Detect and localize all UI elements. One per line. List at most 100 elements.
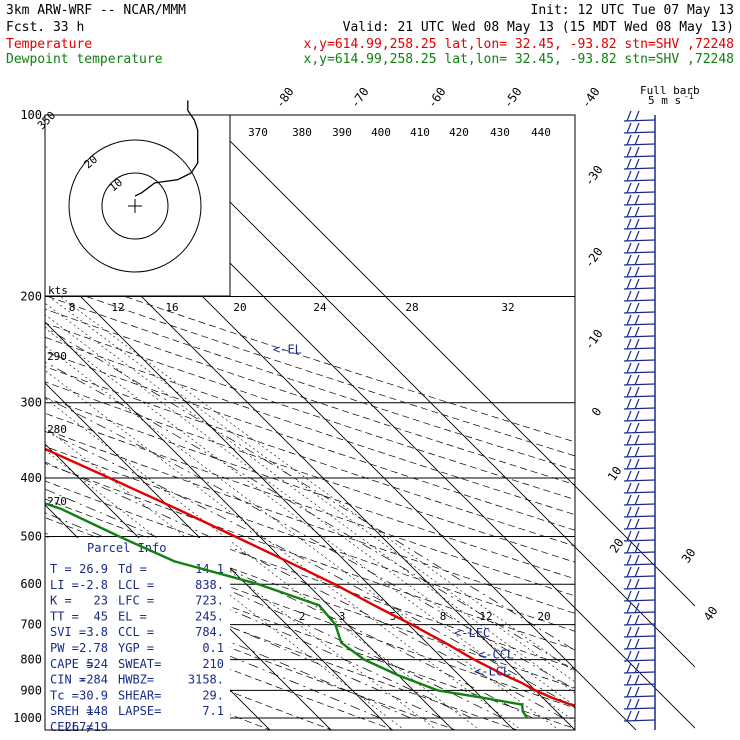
wind-barb-flag (626, 434, 632, 446)
wind-barb-flag (634, 530, 640, 542)
wind-barb-flag (634, 566, 640, 578)
wind-barb-flag (634, 290, 640, 302)
mixing-ratio-label: 8 (69, 301, 76, 314)
wind-barb (623, 251, 656, 254)
wind-barb (623, 671, 656, 674)
mixing-ratio-label: 2 (299, 610, 306, 623)
temperature-label-right: 0 (589, 405, 605, 419)
pressure-label-800: 800 (20, 653, 42, 667)
parcel-field-label: LAPSE= (118, 704, 161, 718)
pressure-label-300: 300 (20, 396, 42, 410)
wind-barb-flag (634, 494, 640, 506)
wind-barb-flag (626, 410, 632, 422)
wind-barb (623, 359, 656, 362)
theta-left-label: 280 (47, 423, 67, 436)
temperature-trace (45, 447, 575, 707)
wind-barb (623, 347, 656, 350)
wind-barb-flag (626, 350, 632, 362)
wind-barb-flag (626, 662, 632, 674)
wind-barb-flag (634, 194, 640, 206)
wind-barb-flag (626, 290, 632, 302)
theta-label: 390 (332, 126, 352, 139)
mixing-ratio-label: 28 (405, 301, 418, 314)
wind-barb-flag (634, 710, 640, 722)
wind-barb-flag (634, 266, 640, 278)
mixing-ratio-line (45, 427, 438, 730)
temperature-label-top: -60 (425, 85, 449, 111)
temperature-label-right: -10 (582, 327, 606, 353)
temperature-label-top: -40 (579, 85, 603, 111)
wind-barb (623, 335, 656, 338)
mixing-ratio-line (45, 370, 522, 730)
wind-barb (623, 239, 656, 242)
wind-barb-flag (634, 230, 640, 242)
wind-barb (623, 407, 656, 410)
wind-barb-flag (626, 134, 632, 146)
wind-barb-flag (634, 386, 640, 398)
parcel-field-label: YGP = (118, 641, 154, 655)
wind-barb-flag (626, 230, 632, 242)
mixing-ratio-label: 3 (339, 610, 346, 623)
parcel-field-label: LI = (50, 578, 79, 592)
parcel-field-value: 29. (202, 688, 224, 702)
wind-barb-flag (634, 326, 640, 338)
pressure-label-700: 700 (20, 618, 42, 632)
pressure-label-400: 400 (20, 471, 42, 485)
wind-barb-flag (626, 422, 632, 434)
dry-adiabat (45, 308, 575, 486)
moist-adiabat (45, 581, 381, 719)
wind-barb-flag (634, 578, 640, 590)
wind-barb-flag (634, 302, 640, 314)
isotherm (45, 260, 515, 730)
parcel-field-label: SWEAT= (118, 657, 161, 671)
mixing-ratio-line (45, 327, 575, 722)
isotherm (45, 321, 454, 730)
parcel-field-value: 45 (94, 609, 108, 623)
wind-barb (623, 443, 656, 446)
wind-barb-flag (634, 350, 640, 362)
wind-barb-flag (634, 614, 640, 626)
wind-barb-flag (634, 650, 640, 662)
wind-barb-flag (626, 362, 632, 374)
wind-barb-flag (626, 194, 632, 206)
barb-legend-title: Full barb (640, 84, 700, 97)
hodograph-trace (134, 100, 199, 197)
wind-barb-flag (634, 134, 640, 146)
wind-barb-flag (634, 458, 640, 470)
wind-barb-flag (626, 518, 632, 530)
wind-barb-flag (634, 254, 640, 266)
wind-barb-flag (634, 206, 640, 218)
temperature-label-right: 20 (607, 536, 627, 556)
wind-barb-flag (626, 302, 632, 314)
wind-barb-flag (634, 518, 640, 530)
wind-barb-flag (634, 674, 640, 686)
parcel-field-label: CIN = (50, 673, 86, 687)
temperature-station-info: x,y=614.99,258.25 lat,lon= 32.45, -93.82… (304, 37, 734, 52)
parcel-field-value: 210 (202, 657, 224, 671)
parcel-field-label: SHEAR= (118, 688, 161, 702)
mixing-ratio-label: 20 (537, 610, 550, 623)
moist-adiabat (45, 397, 575, 690)
wind-barb-flag (626, 626, 632, 638)
parcel-field-label: HWBZ= (118, 673, 154, 687)
wind-barb-flag (634, 398, 640, 410)
wind-barb-flag (626, 650, 632, 662)
mixing-ratio-label: 5 (390, 610, 397, 623)
wind-barb (623, 383, 656, 386)
wind-barb (623, 215, 656, 218)
pressure-label-100: 100 (20, 108, 42, 122)
theta-label: 420 (449, 126, 469, 139)
mixing-ratio-label: 24 (313, 301, 327, 314)
level-marker: <-LCL (474, 665, 510, 679)
wind-barb (623, 503, 656, 506)
wind-barb-flag (634, 602, 640, 614)
theta-label: 370 (248, 126, 268, 139)
wind-barb-flag (626, 458, 632, 470)
mixing-ratio-line (45, 302, 575, 694)
model-title: 3km ARW-WRF -- NCAR/MMM (6, 3, 186, 18)
wind-barb (623, 515, 656, 518)
wind-barb-flag (626, 386, 632, 398)
parcel-field-label: SREH = (50, 704, 93, 718)
wind-barb-flag (634, 686, 640, 698)
